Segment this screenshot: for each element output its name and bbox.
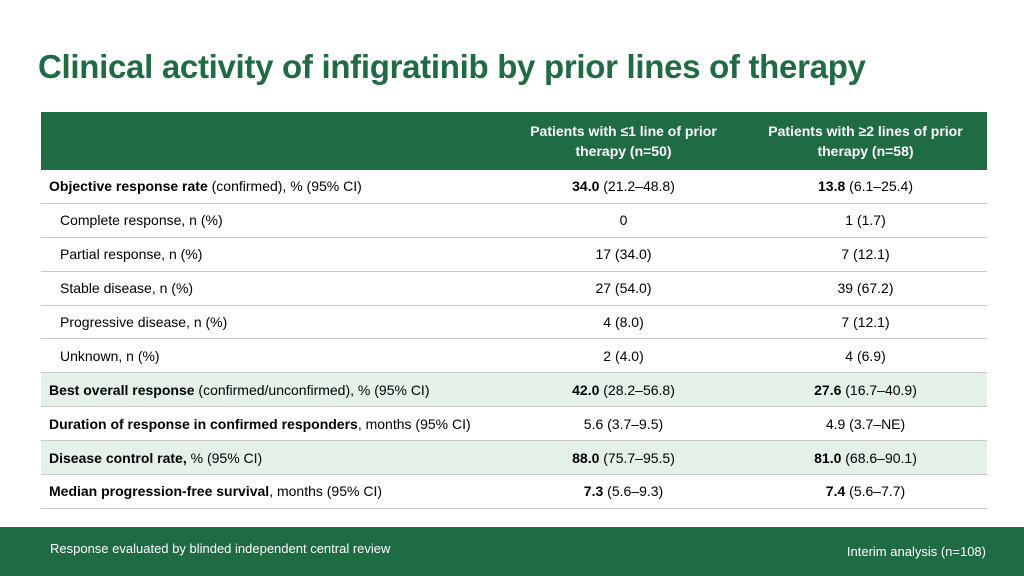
value-ge2: 1 (1.7) bbox=[744, 203, 987, 238]
row-objective-response-rate: Objective response rate (confirmed), % (… bbox=[41, 170, 987, 204]
value-rest: (16.7–40.9) bbox=[841, 381, 917, 398]
value-ge2: 4 (6.9) bbox=[744, 338, 987, 374]
label-bold: Best overall response bbox=[49, 381, 195, 398]
value-bold: 88.0 bbox=[572, 449, 600, 466]
value-bold: 13.8 bbox=[818, 178, 846, 195]
row-label: Stable disease, n (%) bbox=[41, 271, 503, 306]
row-label: Partial response, n (%) bbox=[41, 237, 503, 272]
value-bold: 81.0 bbox=[814, 449, 842, 466]
value-le1: 2 (4.0) bbox=[503, 338, 744, 374]
header-ge2-lines: Patients with ≥2 lines of prior therapy … bbox=[744, 112, 987, 170]
row-label: Best overall response (confirmed/unconfi… bbox=[41, 372, 503, 408]
label-rest: (confirmed/unconfirmed), % (95% CI) bbox=[194, 381, 430, 398]
value-ge2: 81.0 (68.6–90.1) bbox=[744, 440, 987, 476]
value-le1: 5.6 (3.7–9.5) bbox=[503, 406, 744, 442]
row-median-pfs: Median progression-free survival, months… bbox=[41, 474, 987, 509]
value-le1: 27 (54.0) bbox=[503, 271, 744, 306]
footer-note: Response evaluated by blinded independen… bbox=[50, 541, 391, 556]
label-rest: , months (95% CI) bbox=[269, 483, 383, 500]
value-bold: 42.0 bbox=[572, 381, 600, 398]
label-rest: , months (95% CI) bbox=[357, 415, 471, 432]
row-stable-disease: Stable disease, n (%) 27 (54.0) 39 (67.2… bbox=[41, 271, 987, 306]
value-bold: 7.4 bbox=[825, 483, 846, 500]
value-rest: (75.7–95.5) bbox=[599, 449, 675, 466]
value-rest: (28.2–56.8) bbox=[599, 381, 675, 398]
row-disease-control-rate: Disease control rate, % (95% CI) 88.0 (7… bbox=[41, 440, 987, 476]
value-rest: (6.1–25.4) bbox=[845, 178, 913, 195]
value-le1: 88.0 (75.7–95.5) bbox=[503, 440, 744, 476]
footer-analysis-label: Interim analysis (n=108) bbox=[846, 544, 986, 559]
value-le1: 42.0 (28.2–56.8) bbox=[503, 372, 744, 408]
value-rest: (21.2–48.8) bbox=[599, 178, 675, 195]
header-le1-line: Patients with ≤1 line of prior therapy (… bbox=[503, 112, 744, 170]
row-label: Progressive disease, n (%) bbox=[41, 305, 503, 340]
row-label: Complete response, n (%) bbox=[41, 203, 503, 238]
response-table: Patients with ≤1 line of prior therapy (… bbox=[41, 112, 987, 509]
row-best-overall-response: Best overall response (confirmed/unconfi… bbox=[41, 372, 987, 408]
value-ge2: 13.8 (6.1–25.4) bbox=[744, 170, 987, 204]
row-label: Median progression-free survival, months… bbox=[41, 474, 503, 509]
label-bold: Median progression-free survival bbox=[49, 483, 270, 500]
value-bold: 7.3 bbox=[583, 483, 604, 500]
value-le1: 34.0 (21.2–48.8) bbox=[503, 170, 744, 204]
row-partial-response: Partial response, n (%) 17 (34.0) 7 (12.… bbox=[41, 237, 987, 272]
row-unknown: Unknown, n (%) 2 (4.0) 4 (6.9) bbox=[41, 338, 987, 374]
value-rest: (5.6–9.3) bbox=[603, 483, 664, 500]
row-duration-of-response: Duration of response in confirmed respon… bbox=[41, 406, 987, 442]
row-label: Disease control rate, % (95% CI) bbox=[41, 440, 503, 476]
row-label: Objective response rate (confirmed), % (… bbox=[41, 170, 503, 204]
table-header-row: Patients with ≤1 line of prior therapy (… bbox=[41, 112, 987, 170]
value-bold: 34.0 bbox=[572, 178, 600, 195]
row-label: Unknown, n (%) bbox=[41, 338, 503, 374]
value-rest: (5.6–7.7) bbox=[845, 483, 906, 500]
label-rest: % (95% CI) bbox=[186, 449, 263, 466]
label-bold: Duration of response in confirmed respon… bbox=[49, 415, 358, 432]
label-bold: Objective response rate bbox=[49, 178, 208, 195]
value-bold: 27.6 bbox=[814, 381, 842, 398]
footer-bar: Response evaluated by blinded independen… bbox=[0, 527, 1024, 576]
value-ge2: 4.9 (3.7–NE) bbox=[744, 406, 987, 442]
value-le1: 7.3 (5.6–9.3) bbox=[503, 474, 744, 509]
row-label: Duration of response in confirmed respon… bbox=[41, 406, 503, 442]
row-progressive-disease: Progressive disease, n (%) 4 (8.0) 7 (12… bbox=[41, 305, 987, 340]
value-le1: 0 bbox=[503, 203, 744, 238]
label-bold: Disease control rate, bbox=[49, 449, 187, 466]
row-complete-response: Complete response, n (%) 0 1 (1.7) bbox=[41, 203, 987, 238]
value-rest: (68.6–90.1) bbox=[841, 449, 917, 466]
value-ge2: 39 (67.2) bbox=[744, 271, 987, 306]
value-le1: 17 (34.0) bbox=[503, 237, 744, 272]
slide-title: Clinical activity of infigratinib by pri… bbox=[38, 48, 866, 85]
value-ge2: 7 (12.1) bbox=[744, 305, 987, 340]
value-ge2: 7.4 (5.6–7.7) bbox=[744, 474, 987, 509]
header-empty bbox=[41, 112, 503, 170]
value-ge2: 7 (12.1) bbox=[744, 237, 987, 272]
label-rest: (confirmed), % (95% CI) bbox=[207, 178, 362, 195]
value-ge2: 27.6 (16.7–40.9) bbox=[744, 372, 987, 408]
value-le1: 4 (8.0) bbox=[503, 305, 744, 340]
